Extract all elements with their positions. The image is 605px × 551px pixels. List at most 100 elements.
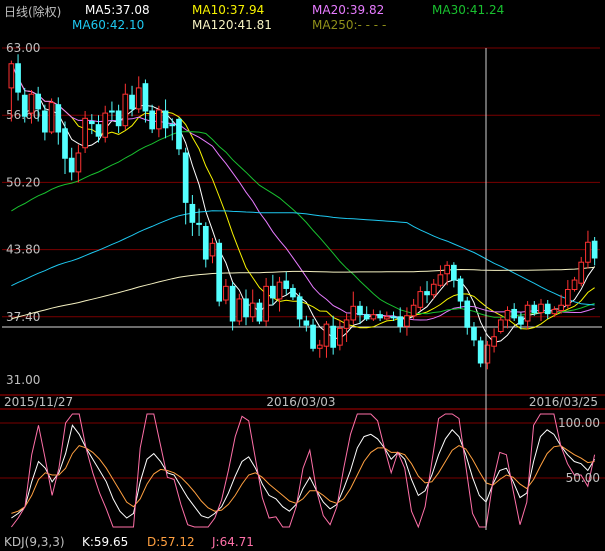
- candle: [182, 147, 189, 225]
- kdj-lines: [11, 413, 596, 529]
- candle-body: [48, 102, 55, 133]
- candle-body: [518, 316, 524, 325]
- date-label: 2016/03/03: [266, 395, 335, 409]
- candle: [383, 311, 390, 320]
- candle-body: [182, 152, 189, 203]
- candle: [142, 79, 149, 123]
- candle: [189, 195, 196, 236]
- candle-body: [370, 314, 377, 320]
- candle-body: [551, 308, 558, 315]
- candle-body: [269, 285, 276, 299]
- candle: [497, 316, 504, 334]
- candle: [249, 289, 256, 323]
- candle: [471, 322, 477, 347]
- candle: [444, 261, 450, 286]
- candle-body: [430, 283, 437, 296]
- ma-lines: [10, 63, 596, 343]
- ma120-line: [11, 266, 595, 320]
- candle-body: [578, 261, 585, 284]
- candle-body: [417, 291, 424, 308]
- candle-body: [504, 310, 511, 321]
- candle-body: [216, 242, 223, 302]
- candle: [330, 315, 337, 355]
- candle: [169, 118, 176, 141]
- candle-body: [404, 315, 410, 327]
- candle-body: [15, 63, 21, 93]
- candlesticks[interactable]: [8, 54, 598, 370]
- candle: [363, 306, 370, 321]
- kdj-j-value: J:64.71: [212, 535, 254, 549]
- candle-body: [189, 203, 196, 223]
- candle-body: [564, 289, 571, 306]
- candle-body: [243, 298, 249, 318]
- candle-body: [236, 298, 243, 322]
- candle: [357, 301, 363, 325]
- candle: [35, 86, 42, 122]
- candle: [585, 230, 591, 269]
- candle-body: [397, 316, 404, 327]
- candle-body: [585, 241, 591, 263]
- candle: [518, 312, 524, 330]
- kdj-k-line: [11, 424, 596, 519]
- candle: [149, 104, 155, 134]
- candle-body: [156, 109, 162, 130]
- candle: [410, 298, 417, 319]
- candle: [68, 147, 75, 181]
- candle: [216, 239, 223, 307]
- candle: [236, 293, 243, 326]
- candle-body: [223, 285, 229, 301]
- candle-body: [316, 344, 323, 349]
- candle: [451, 262, 457, 288]
- date-axis-labels: 2015/11/27 2016/03/03 2016/03/25: [4, 395, 598, 409]
- candle: [21, 87, 28, 123]
- candle: [524, 301, 531, 330]
- candle-body: [497, 319, 504, 333]
- candle: [457, 275, 464, 309]
- candle-body: [323, 323, 330, 347]
- candle-body: [202, 226, 209, 260]
- candle: [15, 54, 21, 101]
- candle: [464, 296, 471, 335]
- candle-body: [95, 124, 102, 137]
- candle-body: [437, 274, 444, 286]
- candle: [303, 315, 310, 332]
- candle-body: [457, 278, 464, 302]
- candle: [196, 208, 202, 236]
- candle-body: [524, 304, 531, 322]
- candle-body: [162, 110, 169, 129]
- candle: [75, 144, 82, 183]
- candle: [256, 298, 263, 325]
- candle: [558, 294, 564, 314]
- candle: [202, 222, 209, 268]
- candle: [129, 85, 135, 117]
- candle: [115, 104, 122, 134]
- ma120-label: MA120:41.81: [192, 18, 272, 32]
- candle-body: [229, 285, 236, 322]
- candle: [564, 280, 571, 309]
- price-tick-label: 50.20: [6, 175, 40, 189]
- candle: [323, 321, 330, 358]
- candle: [62, 121, 68, 174]
- candle: [82, 111, 88, 153]
- candle: [176, 117, 182, 156]
- ma30-label: MA30:41.24: [432, 3, 505, 17]
- period-label: 日线(除权): [4, 5, 62, 19]
- candle: [135, 76, 142, 114]
- candle: [223, 279, 229, 305]
- candle: [269, 274, 276, 306]
- candle: [544, 300, 551, 319]
- candle-body: [571, 279, 578, 290]
- candle: [531, 301, 538, 316]
- candle-body: [149, 110, 155, 130]
- kdj-tick-label: 100.00: [558, 416, 600, 430]
- candle: [243, 289, 249, 326]
- candle: [156, 105, 162, 138]
- candle: [337, 319, 343, 351]
- candle-body: [115, 110, 122, 127]
- candle: [370, 309, 377, 321]
- candle-body: [62, 128, 68, 159]
- candle: [48, 98, 55, 135]
- candle: [511, 303, 518, 321]
- candle-body: [209, 242, 216, 257]
